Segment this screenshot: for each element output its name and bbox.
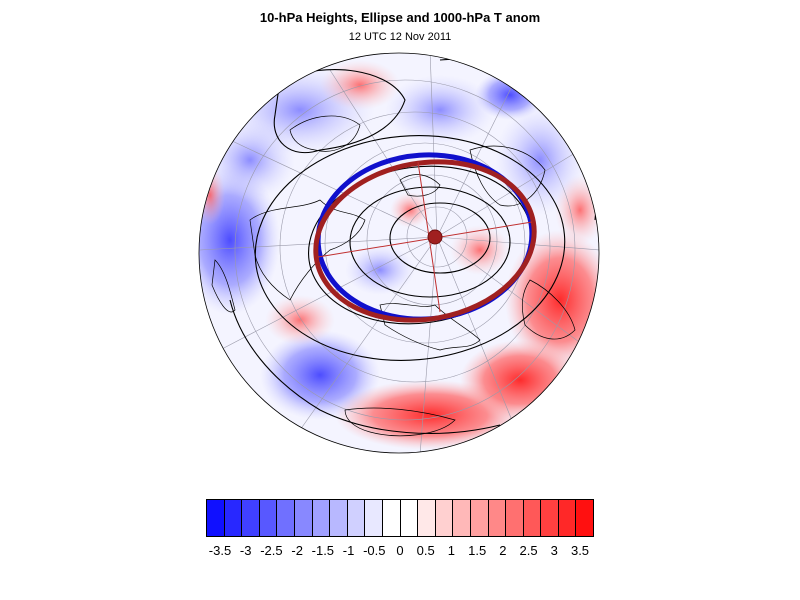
colorbar-swatch	[523, 500, 542, 536]
colorbar-tick-label: 3	[550, 543, 558, 558]
colorbar-tick-label: 2.5	[519, 543, 538, 558]
colorbar-swatch	[453, 500, 471, 536]
colorbar-swatch	[330, 500, 348, 536]
colorbar-swatch	[435, 500, 454, 536]
colorbar-tick-label: 0.5	[416, 543, 435, 558]
colorbar-swatch	[488, 500, 507, 536]
colorbar-swatch	[224, 500, 243, 536]
colorbar-tick-label: -1	[342, 543, 355, 558]
colorbar-tick-label: -2.5	[260, 543, 283, 558]
colorbar-swatch	[506, 500, 524, 536]
colorbar-swatch	[541, 500, 559, 536]
colorbar-labels: -3.5 -3 -2.5 -2 -1.5 -1 -0.5 0 0.5 1 1.5 2 2.5 3 3.5	[0, 543, 800, 563]
colorbar-swatch	[259, 500, 278, 536]
figure-subtitle: 12 UTC 12 Nov 2011	[348, 31, 452, 43]
colorbar-tick-label: 3.5	[570, 543, 590, 558]
colorbar-swatch	[382, 500, 401, 536]
colorbar-swatch	[470, 500, 489, 536]
colorbar-swatch	[242, 500, 260, 536]
colorbar-swatch	[207, 500, 225, 536]
vortex-ellipse-red	[313, 159, 537, 323]
colorbar-tick-label: -2	[291, 543, 303, 558]
colorbar	[206, 499, 594, 537]
colorbar-swatch	[347, 500, 366, 536]
colorbar-swatch	[277, 500, 295, 536]
colorbar-tick-label: -3	[239, 543, 252, 558]
colorbar-swatch	[558, 500, 577, 536]
colorbar-tick-label: -0.5	[363, 543, 386, 558]
colorbar-swatch	[312, 500, 331, 536]
colorbar-tick-label: 1.5	[468, 543, 487, 558]
polar-map	[198, 52, 600, 454]
colorbar-swatch	[400, 500, 419, 536]
colorbar-tick-label: 1	[447, 543, 456, 558]
colorbar-tick-label: 0	[396, 543, 404, 558]
colorbar-tick-label: -3.5	[208, 543, 232, 558]
colorbar-swatch	[576, 500, 594, 536]
colorbar-tick-label: 2	[499, 543, 507, 558]
colorbar-swatch	[418, 500, 436, 536]
colorbar-swatch	[294, 500, 313, 536]
ellipse-center-marker	[427, 229, 443, 245]
figure-title: 10-hPa Heights, Ellipse and 1000-hPa T a…	[259, 10, 541, 25]
latitude-gridlines	[234, 79, 576, 421]
globe-outline	[198, 52, 600, 454]
temperature-anomaly-field	[199, 53, 599, 453]
colorbar-tick-label: -1.5	[311, 543, 335, 558]
colorbar-swatch	[365, 500, 383, 536]
ellipse-major-axis	[317, 221, 533, 258]
